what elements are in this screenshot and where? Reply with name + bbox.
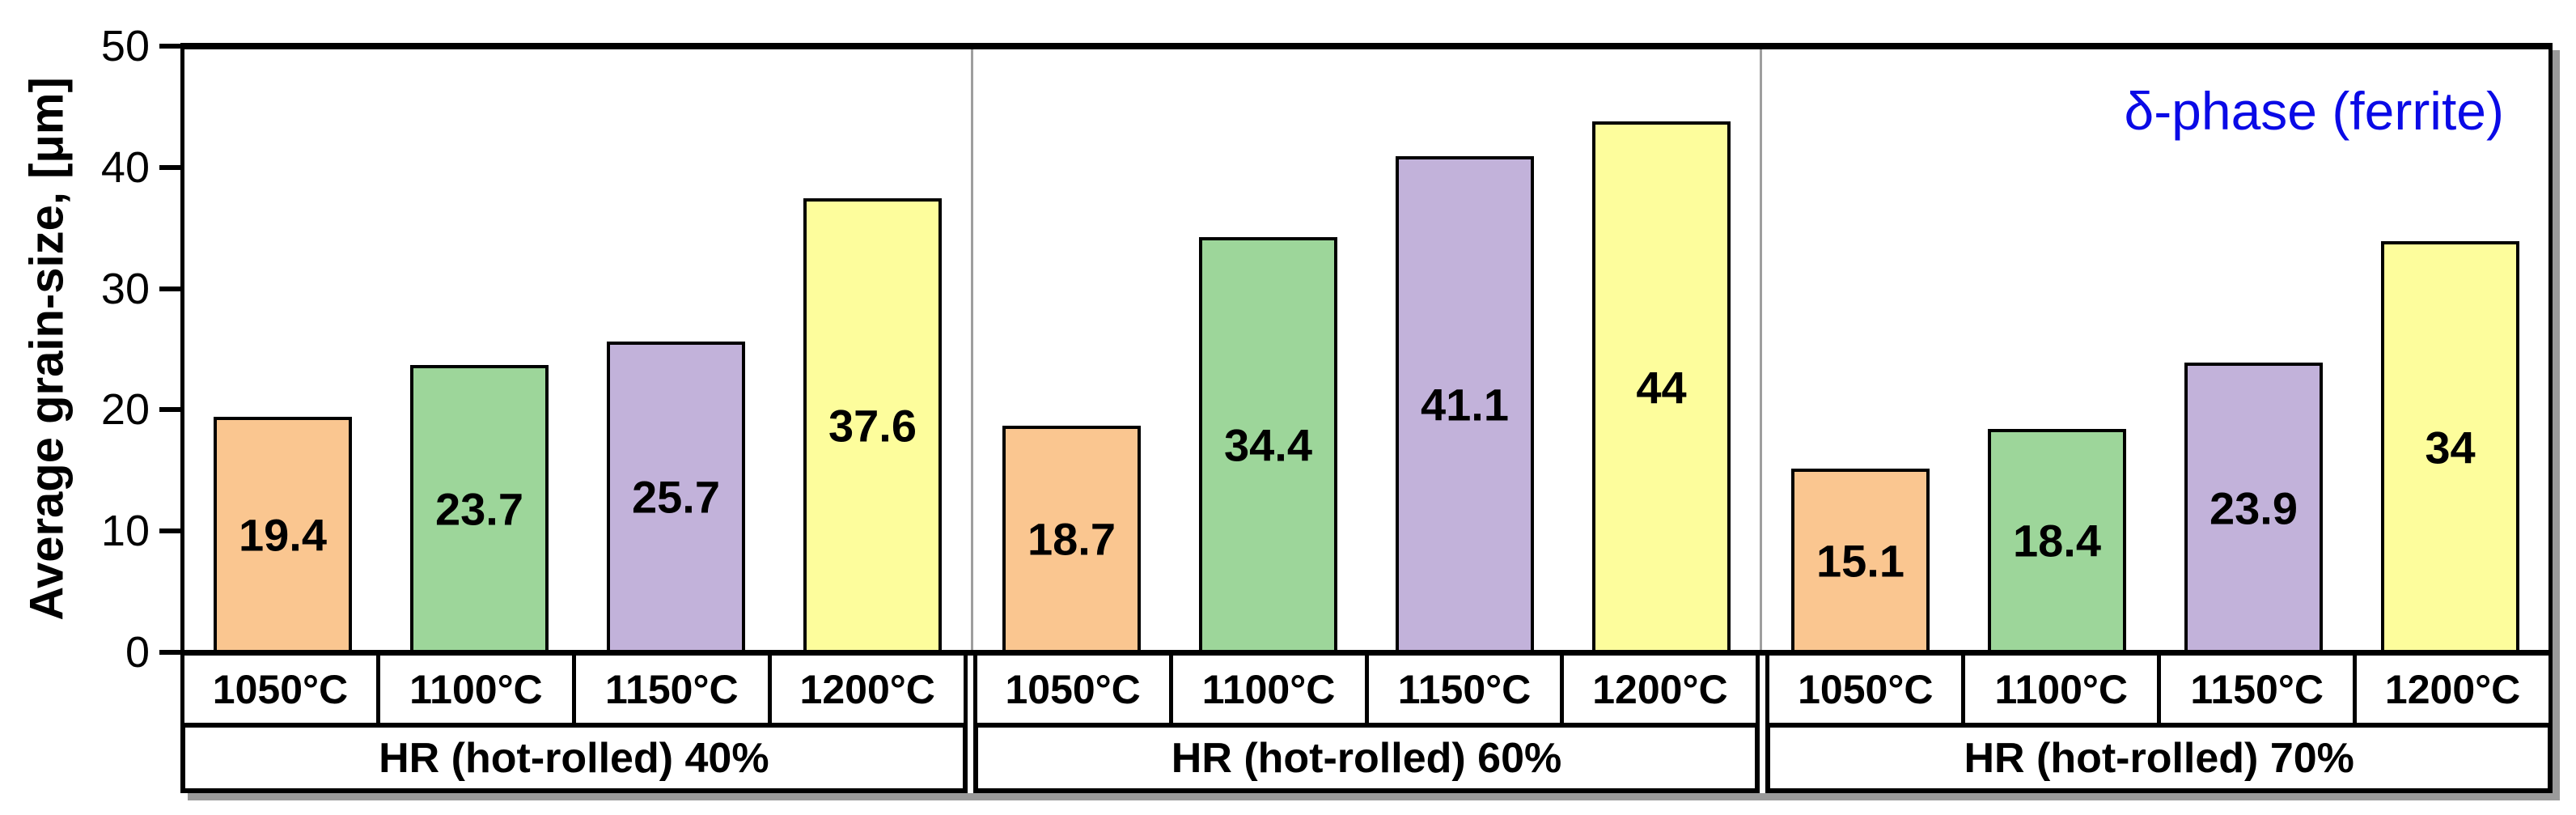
bar-slot: 34 [2352, 49, 2548, 650]
y-tick-label: 40 [100, 142, 150, 192]
bar-slot: 34.4 [1170, 49, 1366, 650]
temperature-label-cell: 1100°C [1961, 656, 2157, 723]
bar-value-label: 23.9 [2210, 482, 2298, 534]
bar-slot: 23.7 [381, 49, 578, 650]
bar: 34 [2381, 241, 2519, 650]
temperature-label-cell: 1100°C [375, 656, 572, 723]
bar: 23.7 [410, 365, 549, 650]
bar-value-label: 44 [1636, 362, 1687, 414]
bar-slot: 19.4 [184, 49, 381, 650]
group-label-cell: HR (hot-rolled) 70% [1765, 723, 2553, 793]
bar: 41.1 [1396, 156, 1534, 650]
group-panel: 18.7 34.4 41.1 44 [971, 49, 1760, 650]
y-tick-mark [159, 164, 180, 170]
bar-value-label: 19.4 [239, 509, 327, 561]
temperature-label-group: 1050°C 1100°C 1150°C 1200°C [180, 656, 968, 723]
bar-value-label: 34 [2425, 422, 2476, 473]
bar-value-label: 18.7 [1027, 513, 1116, 565]
y-tick-mark [159, 286, 180, 291]
bar-slot: 18.4 [1959, 49, 2155, 650]
bar: 18.4 [1988, 428, 2126, 650]
bar: 15.1 [1791, 468, 1930, 650]
y-tick-mark [159, 407, 180, 413]
temperature-label-cell: 1150°C [571, 656, 768, 723]
bar-value-label: 34.4 [1224, 419, 1312, 471]
bar: 23.9 [2184, 363, 2323, 650]
temperature-label-row: 1050°C 1100°C 1150°C 1200°C 1050°C 1100°C 1150… [180, 656, 2553, 723]
bar: 18.7 [1002, 425, 1141, 650]
group-label-cell: HR (hot-rolled) 40% [180, 723, 968, 793]
bar: 34.4 [1199, 236, 1337, 650]
bar-value-label: 37.6 [828, 400, 917, 452]
bar-value-label: 15.1 [1816, 535, 1904, 587]
bar-slot: 15.1 [1762, 49, 1959, 650]
y-tick-label: 50 [100, 22, 150, 70]
temperature-label-cell: 1200°C [2353, 656, 2548, 723]
temperature-label-cell: 1200°C [767, 656, 964, 723]
bar: 37.6 [803, 198, 942, 650]
bar-value-label: 18.4 [2013, 515, 2101, 567]
group-panel: 19.4 23.7 25.7 37.6 [184, 49, 971, 650]
bar-slot: 23.9 [2155, 49, 2352, 650]
bar: 44 [1592, 121, 1731, 650]
group-label-cell: HR (hot-rolled) 60% [972, 723, 1760, 793]
bar-slot: 37.6 [774, 49, 971, 650]
temperature-label-cell: 1150°C [1364, 656, 1561, 723]
bar-value-label: 25.7 [632, 471, 720, 523]
group-panel: 15.1 18.4 23.9 34 [1760, 49, 2548, 650]
bar: 25.7 [607, 341, 745, 650]
temperature-label-cell: 1050°C [1005, 666, 1141, 712]
y-tick-label: 30 [100, 264, 150, 313]
bar-slot: 41.1 [1366, 49, 1563, 650]
temperature-label-group: 1050°C 1100°C 1150°C 1200°C [1765, 656, 2553, 723]
y-tick-label: 0 [125, 628, 150, 677]
chart-box: 19.4 23.7 25.7 37.6 18.7 34.4 41.1 44 15.1 18.4 23… [180, 43, 2553, 793]
y-tick-mark [159, 650, 180, 655]
y-tick-mark [159, 528, 180, 534]
temperature-label-cell: 1050°C [1798, 666, 1934, 712]
phase-annotation: δ-phase (ferrite) [2124, 81, 2504, 141]
bar-slot: 44 [1563, 49, 1760, 650]
bar-slot: 18.7 [973, 49, 1170, 650]
temperature-label-group: 1050°C 1100°C 1150°C 1200°C [972, 656, 1760, 723]
bar-value-label: 23.7 [435, 483, 523, 535]
bar-slot: 25.7 [578, 49, 774, 650]
y-tick-mark [159, 44, 180, 49]
temperature-label-cell: 1050°C [212, 666, 349, 712]
plot-area: 19.4 23.7 25.7 37.6 18.7 34.4 41.1 44 15.1 18.4 23… [180, 43, 2553, 656]
y-tick-label: 10 [100, 507, 150, 556]
temperature-label-cell: 1150°C [2157, 656, 2353, 723]
temperature-label-cell: 1200°C [1560, 656, 1756, 723]
group-label-row: HR (hot-rolled) 40% HR (hot-rolled) 60% HR… [180, 723, 2553, 793]
bar: 19.4 [214, 417, 352, 650]
temperature-label-cell: 1100°C [1168, 656, 1365, 723]
y-tick-label: 20 [100, 385, 150, 435]
bar-value-label: 41.1 [1421, 379, 1509, 431]
